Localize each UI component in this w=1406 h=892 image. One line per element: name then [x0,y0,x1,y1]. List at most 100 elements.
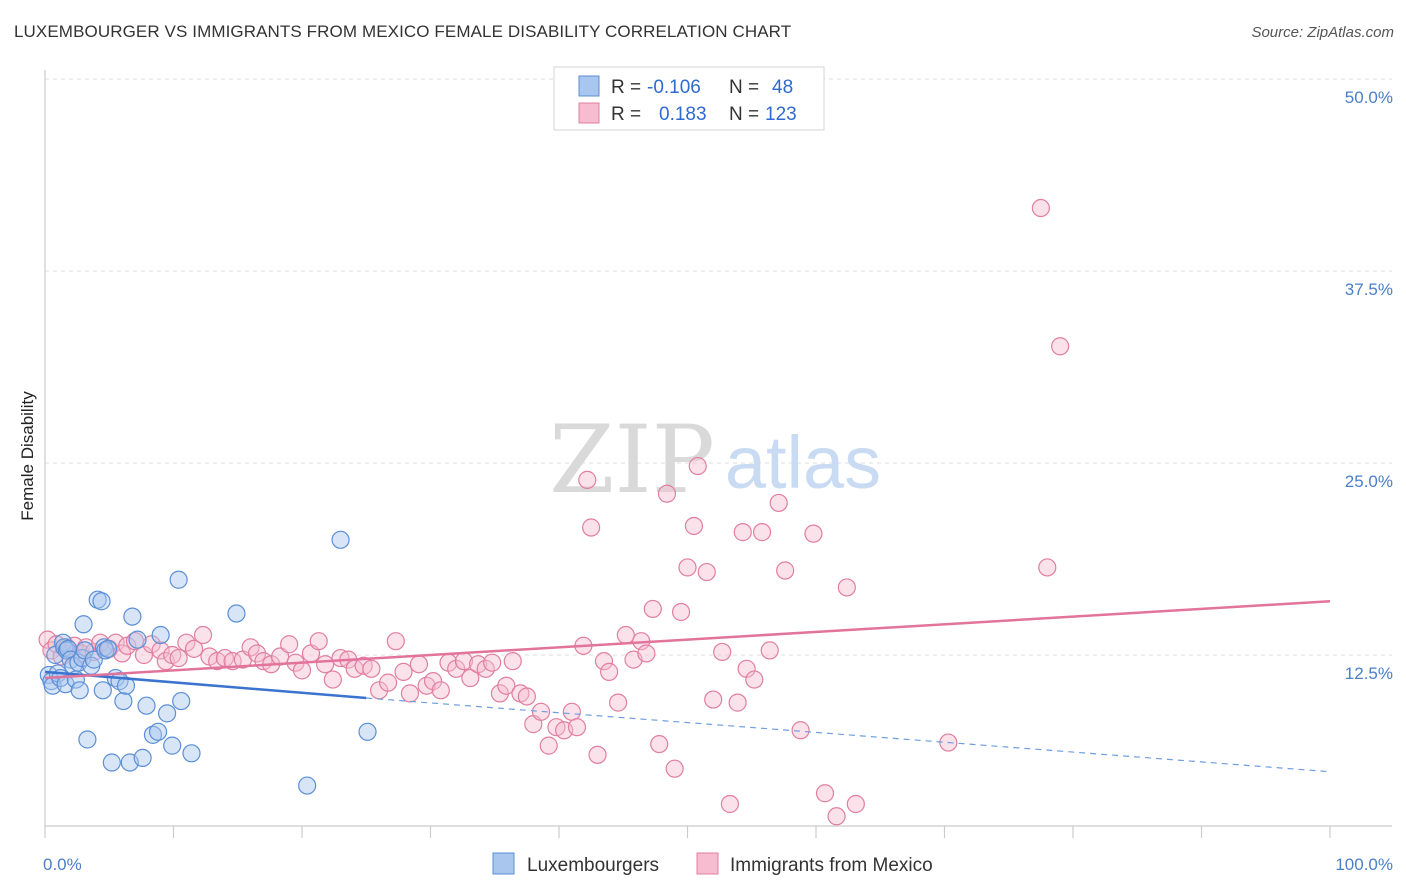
point-mexico-22 [184,639,204,658]
point-mexico-88 [665,759,684,778]
point-mexico-114 [1051,337,1070,356]
point-mexico-77 [588,745,607,764]
watermark-zip: ZIP [549,406,715,515]
point-mexico-64 [503,652,522,671]
trend-line-luxembourgers [44,670,367,700]
point-luxembourgers-34 [123,607,142,626]
chart-title: LUXEMBOURGER VS IMMIGRANTS FROM MEXICO F… [14,22,792,41]
point-mexico-0 [38,630,57,649]
grid-lines [45,78,1392,656]
legend-r-label-1: R = [611,77,641,98]
point-luxembourgers-36 [133,748,152,768]
axes [44,70,1392,838]
point-mexico-68 [531,702,551,721]
point-luxembourgers-40 [151,625,170,645]
point-mexico-47 [378,673,398,692]
point-luxembourgers-37 [137,696,156,715]
legend-n-value-1: 48 [772,77,793,98]
point-luxembourgers-24 [93,681,112,700]
point-luxembourgers-17 [74,615,93,634]
point-luxembourgers-46 [227,604,246,623]
y-axis-label: Female Disability [18,391,37,521]
point-mexico-36 [292,661,312,680]
point-mexico-54 [431,681,450,700]
bottom-legend-swatch-mexico [696,852,719,875]
trend-line-luxembourgers-extension [366,697,1331,773]
point-luxembourgers-39 [148,722,168,741]
point-mexico-45 [362,659,381,678]
point-mexico-17 [151,641,170,660]
point-mexico-97 [728,693,747,712]
point-mexico-8 [84,642,103,662]
point-luxembourgers-49 [358,722,377,741]
point-mexico-95 [713,642,732,662]
trend-line-mexico [44,599,1331,680]
point-mexico-66 [517,687,536,706]
x-tick-label-0: 0.0% [43,855,82,874]
point-mexico-98 [733,523,752,542]
point-mexico-80 [609,693,628,712]
point-mexico-108 [827,807,846,826]
point-luxembourgers-43 [169,570,188,589]
bottom-legend: Luxembourgers Immigrants from Mexico [492,852,933,876]
point-mexico-89 [671,602,691,622]
point-luxembourgers-42 [163,736,182,755]
y-tick-label-2: 37.5% [1345,280,1393,299]
point-mexico-104 [776,561,795,580]
point-mexico-81 [616,625,635,645]
point-luxembourgers-15 [70,681,89,700]
point-mexico-93 [697,562,716,582]
legend: R = -0.106 N = 48 R = 0.183 N = 123 [553,66,825,131]
point-mexico-76 [578,470,597,489]
point-mexico-53 [423,672,443,691]
y-tick-label-0: 12.5% [1345,664,1393,683]
tick-labels: 12.5% 25.0% 37.5% 50.0% 0.0% 100.0% [43,88,1393,874]
x-tick-label-1: 100.0% [1335,855,1393,874]
watermark-atlas: atlas [725,421,881,504]
point-mexico-52 [417,676,436,695]
point-mexico-112 [1031,198,1050,218]
point-mexico-109 [837,578,856,597]
point-mexico-51 [409,655,429,674]
point-luxembourgers-23 [92,592,111,611]
y-tick-label-3: 50.0% [1345,88,1393,107]
legend-r-value-2: 0.183 [659,104,707,125]
legend-n-value-2: 123 [765,104,797,125]
legend-r-label-2: R = [611,104,641,125]
point-luxembourgers-45 [182,744,201,763]
point-mexico-38 [309,632,328,651]
point-mexico-48 [386,632,405,651]
point-mexico-49 [394,662,413,681]
point-luxembourgers-44 [172,691,191,711]
point-mexico-102 [760,641,779,660]
legend-n-label-1: N = [729,77,759,98]
point-luxembourgers-28 [102,753,121,772]
point-mexico-40 [323,670,342,689]
point-mexico-96 [720,794,740,814]
bottom-legend-mexico: Immigrants from Mexico [730,855,933,876]
point-mexico-75 [582,518,601,537]
bottom-legend-luxembourgers: Luxembourgers [527,855,659,876]
legend-swatch-luxembourgers [578,75,600,97]
watermark: ZIP atlas [549,406,881,515]
trend-lines [44,599,1331,773]
point-luxembourgers-31 [114,691,133,711]
point-mexico-78 [594,652,614,671]
point-mexico-105 [791,721,810,740]
legend-swatch-mexico [578,102,600,124]
point-mexico-91 [684,516,704,536]
legend-r-value-1: -0.106 [647,77,701,98]
point-mexico-94 [704,690,723,709]
point-mexico-113 [1038,558,1057,577]
point-mexico-56 [447,659,466,678]
point-mexico-110 [846,794,865,814]
point-luxembourgers-19 [78,730,97,749]
point-mexico-106 [804,524,823,543]
point-luxembourgers-27 [98,639,118,658]
point-mexico-23 [193,625,213,645]
point-luxembourgers-38 [143,725,163,744]
point-mexico-50 [400,684,420,703]
point-mexico-90 [678,558,697,577]
point-mexico-61 [483,653,502,672]
